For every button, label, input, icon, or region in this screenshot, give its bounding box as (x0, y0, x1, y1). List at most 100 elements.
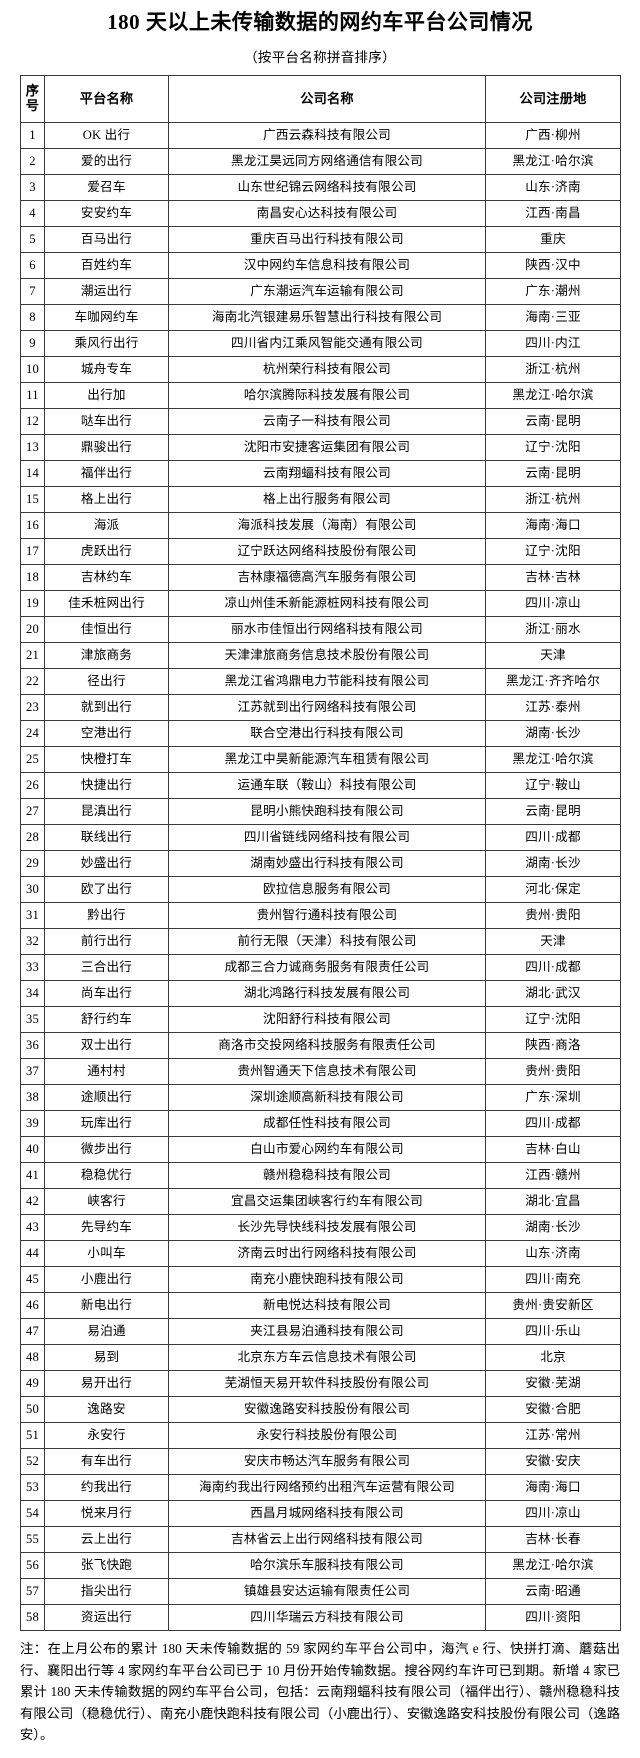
table-row: 50 逸路安 安徽逸路安科技股份有限公司 安徽·合肥 (20, 1396, 621, 1424)
cell-region: 江西·南昌 (485, 200, 621, 228)
cell-index: 53 (20, 1474, 45, 1502)
cell-platform: 先导约车 (44, 1214, 169, 1242)
table-row: 12 哒车出行 云南子一科技有限公司 云南·昆明 (20, 408, 621, 436)
page-title: 180 天以上未传输数据的网约车平台公司情况 (107, 10, 533, 34)
cell-company: 沈阳市安捷客运集团有限公司 (168, 434, 486, 462)
cell-platform: 吉林约车 (44, 564, 169, 592)
cell-company: 新电悦达科技有限公司 (168, 1292, 486, 1320)
cell-index: 12 (20, 408, 45, 436)
cell-platform: 有车出行 (44, 1448, 169, 1476)
cell-region: 安徽·安庆 (485, 1448, 621, 1476)
cell-region: 辽宁·沈阳 (485, 538, 621, 566)
table-row: 58 资运出行 四川华瑞云方科技有限公司 四川·资阳 (20, 1604, 621, 1632)
cell-company: 黑龙江中昊新能源汽车租赁有限公司 (168, 746, 486, 774)
cell-platform: 新电出行 (44, 1292, 169, 1320)
cell-index: 33 (20, 954, 45, 982)
cell-region: 北京 (485, 1344, 621, 1372)
cell-company: 湖南妙盛出行科技有限公司 (168, 850, 486, 878)
table-row: 4 安安约车 南昌安心达科技有限公司 江西·南昌 (20, 200, 621, 228)
cell-index: 39 (20, 1110, 45, 1138)
cell-region: 黑龙江·哈尔滨 (485, 1552, 621, 1580)
cell-index: 8 (20, 304, 45, 332)
cell-index: 11 (20, 382, 45, 410)
cell-region: 江苏·泰州 (485, 694, 621, 722)
cell-region: 河北·保定 (485, 876, 621, 904)
table-row: 16 海派 海派科技发展（海南）有限公司 海南·海口 (20, 512, 621, 540)
table-row: 19 佳禾桩网出行 凉山州佳禾新能源桩网科技有限公司 四川·凉山 (20, 590, 621, 618)
cell-company: 江苏就到出行网络科技有限公司 (168, 694, 486, 722)
cell-company: 镇雄县安达运输有限责任公司 (168, 1578, 486, 1606)
cell-region: 天津 (485, 928, 621, 956)
cell-platform: 三合出行 (44, 954, 169, 982)
cell-platform: 就到出行 (44, 694, 169, 722)
cell-platform: 爱召车 (44, 174, 169, 202)
cell-company: 云南翔蝠科技有限公司 (168, 460, 486, 488)
cell-index: 49 (20, 1370, 45, 1398)
footnote-text: 注：在上月公布的累计 180 天未传输数据的 59 家网约车平台公司中，海汽 e… (20, 1641, 620, 1743)
table-row: 17 虎跃出行 辽宁跃达网络科技股份有限公司 辽宁·沈阳 (20, 538, 621, 566)
table-row: 32 前行出行 前行无限（天津）科技有限公司 天津 (20, 928, 621, 956)
cell-index: 30 (20, 876, 45, 904)
column-header-index-line2: 号 (25, 97, 40, 113)
table-row: 6 百姓约车 汉中网约车信息科技有限公司 陕西·汉中 (20, 252, 621, 280)
cell-region: 安徽·芜湖 (485, 1370, 621, 1398)
cell-index: 32 (20, 928, 45, 956)
table-row: 57 指尖出行 镇雄县安达运输有限责任公司 云南·昭通 (20, 1578, 621, 1606)
cell-index: 27 (20, 798, 45, 826)
cell-region: 云南·昆明 (485, 460, 621, 488)
cell-index: 47 (20, 1318, 45, 1346)
table-row: 40 微步出行 白山市爱心网约车有限公司 吉林·白山 (20, 1136, 621, 1164)
table-row: 10 城舟专车 杭州荣行科技有限公司 浙江·杭州 (20, 356, 621, 384)
table-row: 28 联线出行 四川省链线网络科技有限公司 四川·成都 (20, 824, 621, 852)
cell-region: 山东·济南 (485, 1240, 621, 1268)
table-row: 44 小叫车 济南云时出行网络科技有限公司 山东·济南 (20, 1240, 621, 1268)
table-row: 21 津旅商务 天津津旅商务信息技术股份有限公司 天津 (20, 642, 621, 670)
cell-platform: 小叫车 (44, 1240, 169, 1268)
column-header-platform: 平台名称 (44, 75, 169, 124)
table-row: 7 潮运出行 广东潮运汽车运输有限公司 广东·潮州 (20, 278, 621, 306)
table-row: 1 OK 出行 广西云森科技有限公司 广西·柳州 (20, 122, 621, 150)
cell-company: 黑龙江昊远同方网络通信有限公司 (168, 148, 486, 176)
cell-region: 贵州·贵阳 (485, 902, 621, 930)
cell-index: 28 (20, 824, 45, 852)
cell-index: 31 (20, 902, 45, 930)
cell-index: 3 (20, 174, 45, 202)
cell-company: 宜昌交运集团峡客行约车有限公司 (168, 1188, 486, 1216)
cell-platform: 格上出行 (44, 486, 169, 514)
cell-platform: 稳稳优行 (44, 1162, 169, 1190)
cell-company: 吉林康福德高汽车服务有限公司 (168, 564, 486, 592)
table-row: 52 有车出行 安庆市畅达汽车服务有限公司 安徽·安庆 (20, 1448, 621, 1476)
cell-index: 48 (20, 1344, 45, 1372)
table-row: 34 尚车出行 湖北鸿路行科技发展有限公司 湖北·武汉 (20, 980, 621, 1008)
cell-region: 辽宁·沈阳 (485, 1006, 621, 1034)
cell-platform: 前行出行 (44, 928, 169, 956)
cell-region: 海南·三亚 (485, 304, 621, 332)
table-row: 39 玩库出行 成都任性科技有限公司 四川·成都 (20, 1110, 621, 1138)
table-row: 36 双士出行 商洛市交投网络科技服务有限责任公司 陕西·商洛 (20, 1032, 621, 1060)
cell-platform: 通村村 (44, 1058, 169, 1086)
cell-index: 4 (20, 200, 45, 228)
table-row: 48 易到 北京东方车云信息技术有限公司 北京 (20, 1344, 621, 1372)
cell-platform: 出行加 (44, 382, 169, 410)
cell-company: 运通车联（鞍山）科技有限公司 (168, 772, 486, 800)
cell-platform: 峡客行 (44, 1188, 169, 1216)
cell-platform: 妙盛出行 (44, 850, 169, 878)
cell-company: 成都任性科技有限公司 (168, 1110, 486, 1138)
cell-platform: 玩库出行 (44, 1110, 169, 1138)
cell-platform: OK 出行 (44, 122, 169, 150)
cell-company: 芜湖恒天易开软件科技股份有限公司 (168, 1370, 486, 1398)
cell-region: 陕西·商洛 (485, 1032, 621, 1060)
table-header: 序 号 平台名称 公司名称 公司注册地 (20, 75, 621, 124)
cell-region: 四川·内江 (485, 330, 621, 358)
cell-region: 云南·昆明 (485, 798, 621, 826)
table-row: 5 百马出行 重庆百马出行科技有限公司 重庆 (20, 226, 621, 254)
cell-company: 联合空港出行科技有限公司 (168, 720, 486, 748)
cell-region: 黑龙江·哈尔滨 (485, 382, 621, 410)
cell-region: 四川·成都 (485, 1110, 621, 1138)
table-container: 序 号 平台名称 公司名称 公司注册地 1 OK 出行 广西云森科技有限公司 广西·柳… (0, 75, 640, 1632)
cell-company: 格上出行服务有限公司 (168, 486, 486, 514)
cell-company: 赣州稳稳科技有限公司 (168, 1162, 486, 1190)
cell-platform: 海派 (44, 512, 169, 540)
cell-index: 44 (20, 1240, 45, 1268)
cell-region: 天津 (485, 642, 621, 670)
